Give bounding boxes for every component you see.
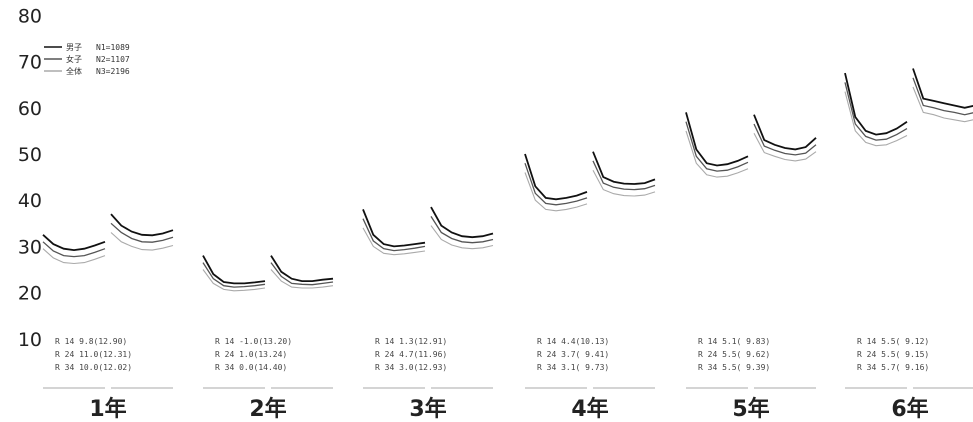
series-line bbox=[202, 262, 266, 288]
stat-line: R 34 3.0(12.93) bbox=[375, 363, 447, 372]
curve-segment bbox=[844, 72, 908, 389]
stat-line: R 34 5.7( 9.16) bbox=[857, 363, 929, 372]
series-line bbox=[42, 241, 106, 258]
curve-segment bbox=[753, 114, 817, 389]
grade-group: R 14 9.8(12.90) R 24 11.0(12.31) R 34 10.0… bbox=[42, 213, 174, 422]
grade-group: R 14 -1.0(13.20) R 24 1.0(13.24) R 34 0.0(… bbox=[202, 255, 334, 422]
y-tick-label: 20 bbox=[18, 283, 42, 305]
y-tick-label: 60 bbox=[18, 98, 42, 120]
series-line bbox=[844, 82, 908, 141]
curve-segment bbox=[524, 153, 588, 389]
curve-segment bbox=[270, 255, 334, 389]
y-axis: 10 20 30 40 50 60 70 80 bbox=[18, 5, 42, 350]
series-line bbox=[430, 206, 494, 239]
stat-line: R 34 5.5( 9.39) bbox=[698, 363, 770, 372]
grade-label: 2年 bbox=[249, 396, 286, 422]
stat-line: R 14 5.1( 9.83) bbox=[698, 337, 770, 346]
series-line bbox=[430, 216, 494, 244]
y-tick-label: 70 bbox=[18, 52, 42, 74]
series-line bbox=[753, 114, 817, 151]
series-line bbox=[202, 269, 266, 292]
grade-label: 5年 bbox=[732, 396, 769, 422]
curve-segment bbox=[912, 68, 973, 389]
legend-label: 男子 bbox=[66, 43, 82, 52]
curve-segment bbox=[685, 112, 749, 389]
legend: 男子 N1=1089 女子 N2=1107 全体 N3=2196 bbox=[44, 43, 130, 76]
series-line bbox=[685, 130, 749, 178]
stat-line: R 14 9.8(12.90) bbox=[55, 337, 127, 346]
series-line bbox=[844, 91, 908, 147]
legend-count: N3=2196 bbox=[96, 67, 130, 76]
series-line bbox=[592, 169, 656, 197]
y-tick-label: 40 bbox=[18, 190, 42, 212]
curve-segment bbox=[592, 151, 656, 389]
series-line bbox=[270, 262, 334, 286]
series-line bbox=[110, 222, 174, 243]
y-tick-label: 80 bbox=[18, 5, 42, 27]
series-line bbox=[110, 232, 174, 251]
curve-segment bbox=[42, 234, 106, 389]
series-line bbox=[912, 77, 973, 116]
stat-line: R 24 3.7( 9.41) bbox=[537, 350, 609, 359]
plot-area: R 14 9.8(12.90) R 24 11.0(12.31) R 34 10.0… bbox=[42, 68, 973, 422]
series-line bbox=[844, 72, 908, 136]
y-tick-label: 30 bbox=[18, 236, 42, 258]
grade-label: 3年 bbox=[409, 396, 446, 422]
stat-line: R 24 1.0(13.24) bbox=[215, 350, 287, 359]
y-tick-label: 50 bbox=[18, 144, 42, 166]
stat-line: R 14 -1.0(13.20) bbox=[215, 337, 292, 346]
stat-line: R 34 10.0(12.02) bbox=[55, 363, 132, 372]
legend-count: N2=1107 bbox=[96, 55, 130, 64]
y-tick-label: 10 bbox=[18, 329, 42, 351]
stat-line: R 24 4.7(11.96) bbox=[375, 350, 447, 359]
series-line bbox=[524, 172, 588, 212]
series-line bbox=[592, 151, 656, 185]
stat-line: R 24 11.0(12.31) bbox=[55, 350, 132, 359]
stat-line: R 34 0.0(14.40) bbox=[215, 363, 287, 372]
grade-group: R 14 5.1( 9.83) R 24 5.5( 9.62) R 34 5.5( … bbox=[685, 112, 817, 422]
series-line bbox=[524, 153, 588, 201]
series-line bbox=[753, 123, 817, 156]
stat-line: R 34 3.1( 9.73) bbox=[537, 363, 609, 372]
curve-segment bbox=[362, 209, 426, 389]
legend-count: N1=1089 bbox=[96, 43, 130, 52]
legend-label: 全体 bbox=[66, 66, 82, 76]
stat-line: R 24 5.5( 9.62) bbox=[698, 350, 770, 359]
series-line bbox=[42, 234, 106, 252]
series-line bbox=[362, 209, 426, 248]
series-line bbox=[270, 255, 334, 283]
curve-segment bbox=[202, 255, 266, 389]
series-line bbox=[685, 121, 749, 172]
series-line bbox=[524, 162, 588, 206]
stat-line: R 14 5.5( 9.12) bbox=[857, 337, 929, 346]
series-line bbox=[362, 227, 426, 256]
grade-label: 4年 bbox=[571, 396, 608, 422]
series-line bbox=[270, 269, 334, 289]
series-line bbox=[430, 225, 494, 250]
stat-line: R 14 4.4(10.13) bbox=[537, 337, 609, 346]
series-line bbox=[753, 132, 817, 162]
grade-group: R 14 4.4(10.13) R 24 3.7( 9.41) R 34 3.1( … bbox=[524, 151, 656, 422]
curve-segment bbox=[110, 213, 174, 389]
curve-segment bbox=[430, 206, 494, 389]
stat-line: R 14 1.3(12.91) bbox=[375, 337, 447, 346]
series-line bbox=[110, 213, 174, 237]
series-line bbox=[685, 112, 749, 167]
grade-group: R 14 5.5( 9.12) R 24 5.5( 9.15) R 34 5.7( … bbox=[844, 68, 973, 422]
series-line bbox=[202, 255, 266, 285]
legend-label: 女子 bbox=[66, 54, 82, 64]
series-line bbox=[912, 86, 973, 123]
grade-label: 1年 bbox=[89, 396, 126, 422]
grade-group: R 14 1.3(12.91) R 24 4.7(11.96) R 34 3.0(1… bbox=[362, 206, 494, 422]
series-line bbox=[912, 68, 973, 109]
grade-label: 6年 bbox=[891, 396, 928, 422]
series-line bbox=[42, 248, 106, 265]
series-line bbox=[592, 160, 656, 191]
stat-line: R 24 5.5( 9.15) bbox=[857, 350, 929, 359]
series-line bbox=[362, 218, 426, 252]
